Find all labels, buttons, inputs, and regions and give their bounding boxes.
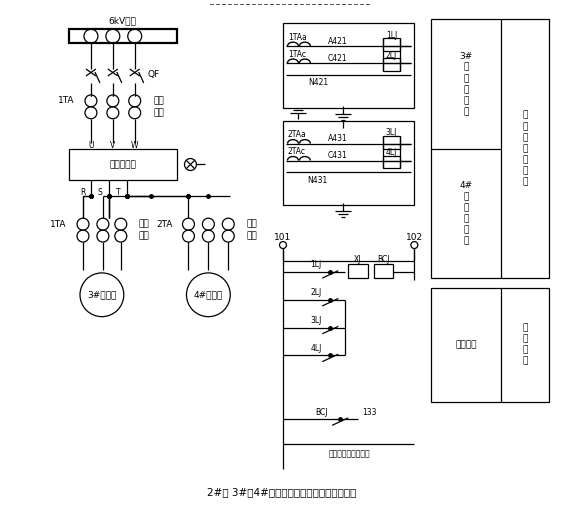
Bar [382,155,400,169]
Bar [431,19,549,278]
Circle shape [280,242,287,248]
Text: 2#炉 3#、4#引风机过流保护原理图（部分）: 2#炉 3#、4#引风机过流保护原理图（部分） [208,487,356,497]
Text: S: S [98,188,102,197]
Text: 4#
引
风
机
保
护: 4# 引 风 机 保 护 [460,181,473,245]
Text: T: T [116,188,120,197]
Text: 控
制
回
路: 控 制 回 路 [522,324,527,366]
Text: U: U [88,141,94,150]
Text: 1TA: 1TA [50,219,66,229]
Bar [283,121,415,205]
Text: 1TAc: 1TAc [288,50,306,58]
Text: 1LJ: 1LJ [310,261,321,269]
Text: 2TAa: 2TAa [288,130,307,139]
Text: BCJ: BCJ [315,407,328,417]
Text: V: V [110,141,116,150]
Text: BCJ: BCJ [377,256,390,265]
Text: 2LJ: 2LJ [310,288,321,297]
Bar [382,58,400,71]
Text: 4#引风机: 4#引风机 [194,290,223,299]
Bar [382,38,400,51]
Text: 过
流
与
速
断
保
护: 过 流 与 速 断 保 护 [522,111,527,186]
Text: QF: QF [148,71,160,79]
Text: 1TA: 1TA [58,97,74,105]
Bar [283,23,415,108]
Bar [431,288,549,402]
Text: 101: 101 [274,233,292,242]
Text: 102: 102 [406,233,423,242]
Text: 2TAc: 2TAc [288,147,306,156]
Text: W: W [131,141,139,150]
Text: 保护出口: 保护出口 [455,340,477,349]
Bar [382,136,400,148]
Text: 2LJ: 2LJ [386,51,397,59]
Text: 4LJ: 4LJ [386,148,397,157]
Bar [69,29,177,43]
Text: 3#引风机: 3#引风机 [87,290,117,299]
Text: 3LJ: 3LJ [386,128,397,137]
Text: 高压变频器: 高压变频器 [109,160,136,169]
Text: 3#
引
风
机
保
护: 3# 引 风 机 保 护 [460,52,473,116]
Text: A421: A421 [328,37,347,46]
Bar [347,264,368,278]
Text: C421: C421 [328,53,347,62]
Text: R: R [80,188,86,197]
Text: 3LJ: 3LJ [310,316,321,325]
Circle shape [411,242,418,248]
Text: 保护: 保护 [139,219,149,229]
Text: 测量: 测量 [139,232,149,241]
Text: 1TAa: 1TAa [288,33,307,42]
Text: 保护: 保护 [246,219,257,229]
Text: 测量: 测量 [246,232,257,241]
Text: 测量: 测量 [153,108,164,117]
Text: N431: N431 [308,176,328,185]
Text: 133: 133 [362,407,377,417]
Text: 6kV母线: 6kV母线 [109,17,136,26]
Text: 1LJ: 1LJ [386,30,397,40]
Text: N421: N421 [308,78,328,87]
Text: XJ: XJ [354,256,362,265]
Text: A431: A431 [328,134,347,143]
Text: C431: C431 [328,151,347,160]
Text: 2TA: 2TA [156,219,173,229]
Bar [373,264,394,278]
Text: 跳引风机高压断路器: 跳引风机高压断路器 [329,450,371,458]
Text: 4LJ: 4LJ [310,344,321,353]
Bar [69,148,177,180]
Text: 保护: 保护 [153,97,164,105]
